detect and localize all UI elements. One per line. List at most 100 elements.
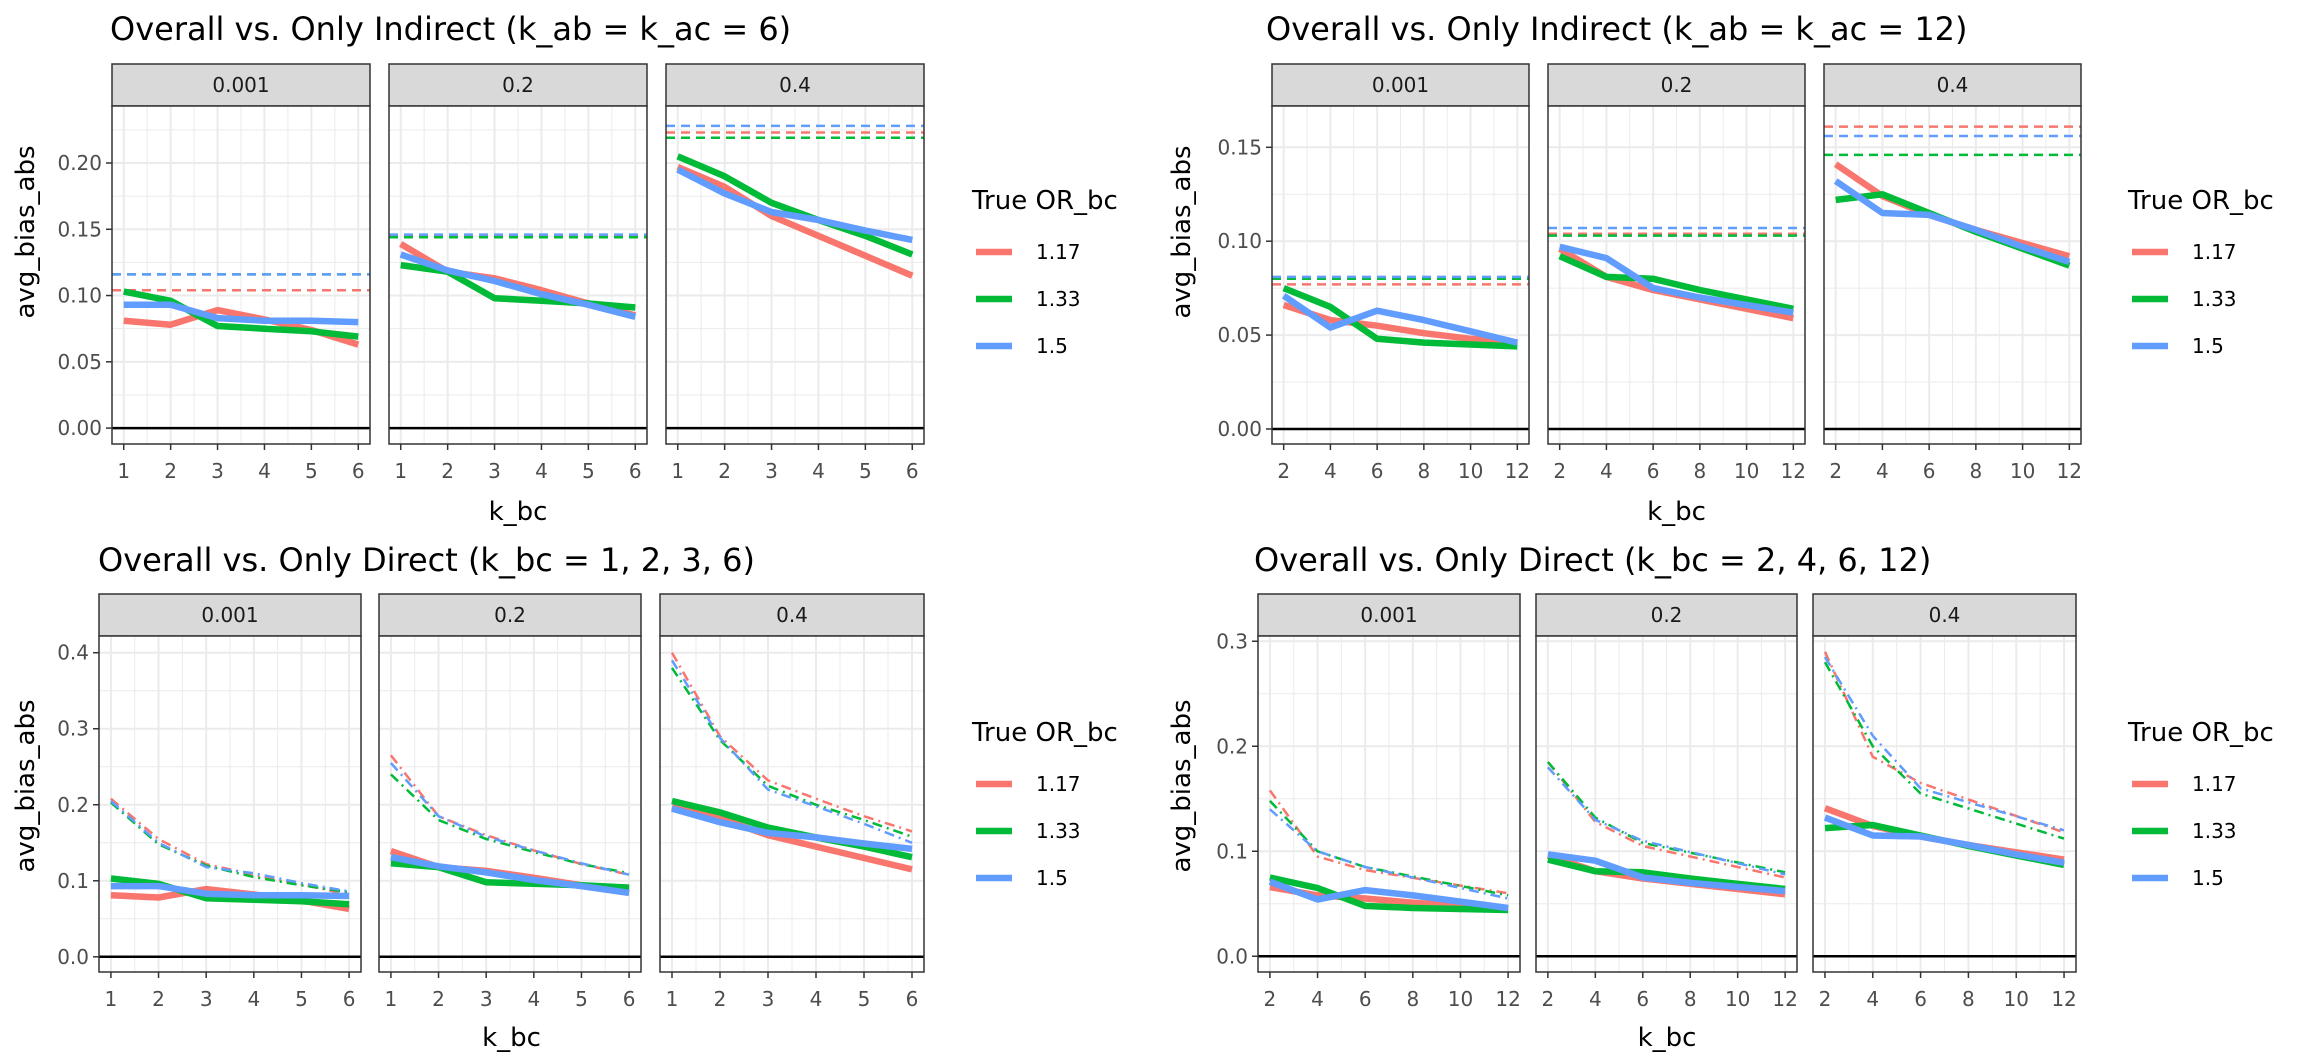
x-tick-label: 6 (906, 459, 919, 483)
facet-strip-label: 0.2 (1661, 73, 1693, 97)
facet-panel-0.2: 0.2 2 4 6 8 10 12 (1535, 593, 1798, 1011)
facet-panel-0.001: 0.001 2 4 6 8 10 12 (1257, 593, 1521, 1011)
x-tick-label: 4 (535, 459, 548, 483)
x-tick-label: 8 (1969, 459, 1982, 483)
facet-strip-label: 0.2 (494, 603, 526, 627)
legend-label: 1.33 (1036, 287, 1081, 311)
reference-dotdash-line-1.17 (670, 652, 913, 833)
facet-panel-0.4: 0.4 2 4 6 8 10 12 (1812, 593, 2077, 1011)
x-tick-label: 3 (765, 459, 778, 483)
x-tick-label: 5 (858, 987, 871, 1011)
y-tick-label: 0.10 (1217, 229, 1262, 253)
x-tick-label: 3 (211, 459, 224, 483)
facet-strip (1271, 63, 1530, 107)
y-tick-label: 0.15 (57, 217, 102, 241)
x-tick-label: 3 (762, 987, 775, 1011)
x-tick-label: 5 (859, 459, 872, 483)
facet-strip-label: 0.2 (1651, 603, 1683, 627)
series-line-1.5 (671, 805, 913, 853)
legend-label: 1.5 (2192, 866, 2224, 890)
x-tick-label: 1 (666, 987, 679, 1011)
panel-border (1271, 105, 1530, 445)
series-line-1.5 (1823, 814, 2065, 867)
x-tick-label: 2 (718, 459, 731, 483)
x-tick-label: 2 (1553, 459, 1566, 483)
legend-label: 1.17 (1036, 240, 1081, 264)
facet-strip (659, 593, 925, 637)
x-tick-label: 3 (488, 459, 501, 483)
x-tick-label: 8 (1684, 987, 1697, 1011)
panel-border (1823, 105, 2082, 445)
facet-panel-0.4: 0.4 2 4 6 8 10 12 (1823, 63, 2082, 483)
reference-dotdash-line-1.5 (1823, 656, 2065, 832)
panel-border (1535, 635, 1798, 973)
facet-panel-0.2: 0.2 1 2 3 4 5 6 (388, 63, 648, 483)
facet-strip-label: 0.001 (1372, 73, 1429, 97)
x-tick-label: 4 (1600, 459, 1613, 483)
x-tick-label: 2 (432, 987, 445, 1011)
reference-dotdash-line-1.5 (1269, 808, 1509, 900)
facet-panel-0.001: 0.001 1 2 3 4 5 6 (111, 63, 371, 483)
x-tick-label: 2 (1541, 987, 1554, 1011)
facet-strip-label: 0.001 (201, 603, 258, 627)
series-line-1.5 (1547, 851, 1786, 895)
x-tick-label: 12 (2051, 987, 2076, 1011)
x-tick-label: 5 (582, 459, 595, 483)
series-line-1.33 (123, 288, 359, 340)
series-line-1.5 (110, 882, 350, 900)
legend-title: True OR_bc (971, 718, 1118, 748)
legend: True OR_bc 1.17 1.33 1.5 (971, 186, 1118, 358)
x-tick-label: 2 (1819, 987, 1832, 1011)
series-line-1.17 (671, 803, 913, 873)
x-tick-label: 3 (200, 987, 213, 1011)
y-tick-label: 0.15 (1217, 135, 1262, 159)
legend-label: 1.17 (1036, 772, 1081, 796)
panel-border (1257, 635, 1521, 973)
x-tick-label: 8 (1406, 987, 1419, 1011)
facet-strip-label: 0.001 (1360, 603, 1417, 627)
series-line-1.5 (676, 166, 913, 244)
x-tick-label: 4 (258, 459, 271, 483)
y-tick-label: 0.00 (1217, 417, 1262, 441)
legend-label: 1.17 (2192, 240, 2237, 264)
facet-panel-0.001: 0.001 1 2 3 4 5 6 (98, 593, 362, 1011)
y-tick-label: 0.10 (57, 284, 102, 308)
x-tick-label: 6 (343, 987, 356, 1011)
panel-border (1547, 105, 1806, 445)
y-tick-label: 0.0 (1216, 944, 1248, 968)
chart-title: Overall vs. Only Indirect (k_ab = k_ac =… (110, 10, 791, 48)
x-tick-label: 4 (1876, 459, 1889, 483)
facet-strip (1547, 63, 1806, 107)
panel-border (665, 105, 925, 445)
facet-strip (1812, 593, 2077, 637)
x-tick-label: 10 (2004, 987, 2029, 1011)
y-axis-label: avg_bias_abs (1167, 699, 1197, 872)
facet-panel-0.4: 0.4 1 2 3 4 5 6 (659, 593, 925, 1011)
series-line-1.17 (1282, 301, 1518, 346)
series-line-1.5 (1833, 178, 2071, 265)
x-tick-label: 10 (1734, 459, 1759, 483)
legend: True OR_bc 1.17 1.33 1.5 (2127, 718, 2274, 890)
panel-border (388, 105, 648, 445)
facet-panel-0.001: 0.001 2 4 6 8 10 12 (1271, 63, 1530, 483)
x-tick-label: 10 (1725, 987, 1750, 1011)
y-tick-label: 0.3 (1216, 629, 1248, 653)
reference-dotdash-line-1.17 (1823, 651, 2065, 834)
reference-dotdash-line-1.5 (110, 800, 350, 893)
x-tick-label: 5 (295, 987, 308, 1011)
x-tick-label: 10 (1458, 459, 1483, 483)
legend-label: 1.5 (2192, 334, 2224, 358)
y-tick-label: 0.05 (1217, 323, 1262, 347)
facet-strip (1257, 593, 1521, 637)
x-tick-label: 4 (1589, 987, 1602, 1011)
panel-border (659, 635, 925, 973)
legend-title: True OR_bc (971, 186, 1118, 216)
x-tick-label: 2 (1277, 459, 1290, 483)
panel-border (111, 105, 371, 445)
panel-border (378, 635, 642, 973)
x-tick-label: 4 (1866, 987, 1879, 1011)
series-line-1.5 (1281, 293, 1519, 346)
reference-dotdash-line-1.5 (670, 659, 913, 844)
reference-dotdash-line-1.33 (1823, 661, 2065, 840)
legend-label: 1.33 (1036, 819, 1081, 843)
